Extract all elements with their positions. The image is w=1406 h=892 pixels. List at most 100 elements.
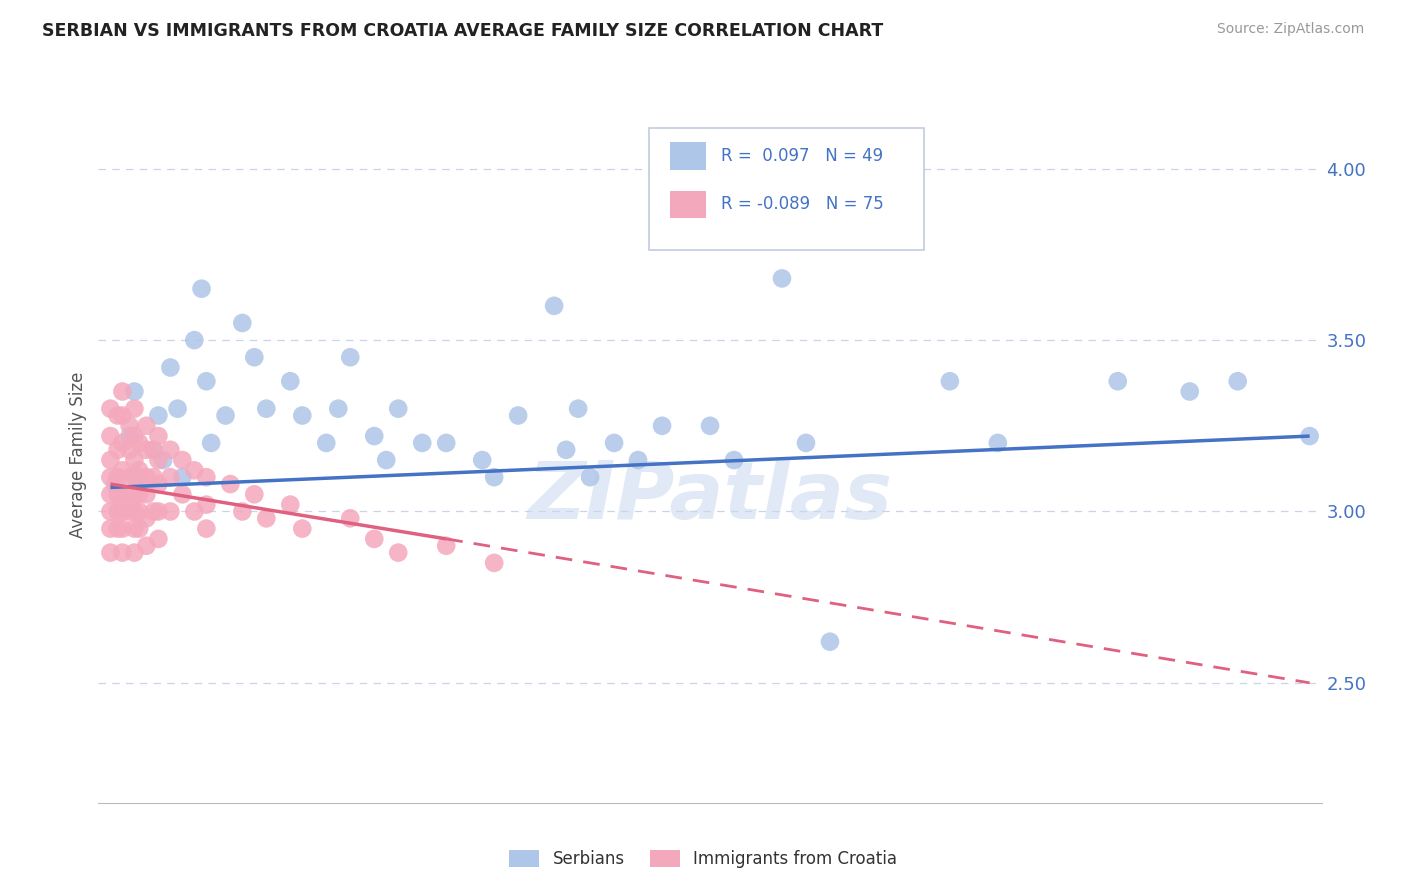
Point xyxy=(152,453,174,467)
Point xyxy=(100,546,122,560)
Point xyxy=(214,409,236,423)
Point xyxy=(200,436,222,450)
Point xyxy=(159,504,181,518)
Point xyxy=(111,487,134,501)
Point xyxy=(183,504,205,518)
Point xyxy=(328,401,350,416)
Point xyxy=(128,470,150,484)
Point xyxy=(135,511,157,525)
Point xyxy=(148,477,170,491)
Point xyxy=(100,401,122,416)
Point xyxy=(987,436,1010,450)
Point xyxy=(723,453,745,467)
Point xyxy=(142,470,165,484)
Point xyxy=(471,453,494,467)
Point xyxy=(627,453,650,467)
Point xyxy=(291,409,314,423)
Point xyxy=(195,374,218,388)
Point xyxy=(375,453,398,467)
Point xyxy=(124,401,146,416)
Point xyxy=(111,384,134,399)
Point xyxy=(148,532,170,546)
Bar xyxy=(669,191,706,219)
Point xyxy=(231,504,253,518)
Point xyxy=(148,453,170,467)
Point xyxy=(482,556,505,570)
Point xyxy=(1226,374,1249,388)
Point xyxy=(135,487,157,501)
Point xyxy=(124,522,146,536)
Point xyxy=(159,360,181,375)
Point xyxy=(100,522,122,536)
Point xyxy=(794,436,817,450)
Point xyxy=(939,374,962,388)
Point xyxy=(100,453,122,467)
Text: R =  0.097   N = 49: R = 0.097 N = 49 xyxy=(721,147,883,165)
Point xyxy=(142,442,165,457)
Point xyxy=(567,401,589,416)
Point xyxy=(142,504,165,518)
Point xyxy=(183,463,205,477)
Point xyxy=(111,409,134,423)
Point xyxy=(363,429,385,443)
Point xyxy=(291,522,314,536)
Point xyxy=(254,401,277,416)
Point xyxy=(124,504,146,518)
Point xyxy=(339,511,361,525)
Point xyxy=(508,409,530,423)
Point xyxy=(118,470,141,484)
Legend: Serbians, Immigrants from Croatia: Serbians, Immigrants from Croatia xyxy=(502,843,904,875)
Point xyxy=(434,436,457,450)
Point xyxy=(107,470,129,484)
Point xyxy=(135,442,157,457)
Point xyxy=(339,350,361,364)
Point xyxy=(107,442,129,457)
Point xyxy=(148,429,170,443)
Point xyxy=(111,546,134,560)
Point xyxy=(128,522,150,536)
Point xyxy=(579,470,602,484)
Point xyxy=(555,442,578,457)
Point xyxy=(770,271,793,285)
Point xyxy=(111,436,134,450)
Point xyxy=(128,463,150,477)
Text: ZIPatlas: ZIPatlas xyxy=(527,458,893,536)
Point xyxy=(190,282,212,296)
Point xyxy=(172,487,194,501)
Point xyxy=(135,539,157,553)
Point xyxy=(118,504,141,518)
Point xyxy=(148,409,170,423)
Point xyxy=(111,522,134,536)
Point xyxy=(142,442,165,457)
Point xyxy=(699,418,721,433)
Point xyxy=(159,442,181,457)
Point xyxy=(231,316,253,330)
Point xyxy=(434,539,457,553)
Point xyxy=(411,436,433,450)
Point xyxy=(278,374,301,388)
Point xyxy=(172,453,194,467)
Point xyxy=(183,333,205,347)
Point xyxy=(111,504,134,518)
Bar xyxy=(669,142,706,169)
Point xyxy=(118,429,141,443)
Point xyxy=(135,418,157,433)
Point xyxy=(387,401,409,416)
Point xyxy=(128,436,150,450)
Point xyxy=(315,436,337,450)
Point xyxy=(195,522,218,536)
Point xyxy=(243,350,266,364)
Point xyxy=(278,498,301,512)
Point xyxy=(107,487,129,501)
Point xyxy=(818,634,841,648)
Point xyxy=(195,498,218,512)
Point xyxy=(100,487,122,501)
Point xyxy=(107,504,129,518)
Point xyxy=(124,470,146,484)
Point xyxy=(148,504,170,518)
Point xyxy=(1107,374,1129,388)
Point xyxy=(124,429,146,443)
Point xyxy=(543,299,565,313)
Point xyxy=(118,442,141,457)
Point xyxy=(651,418,673,433)
